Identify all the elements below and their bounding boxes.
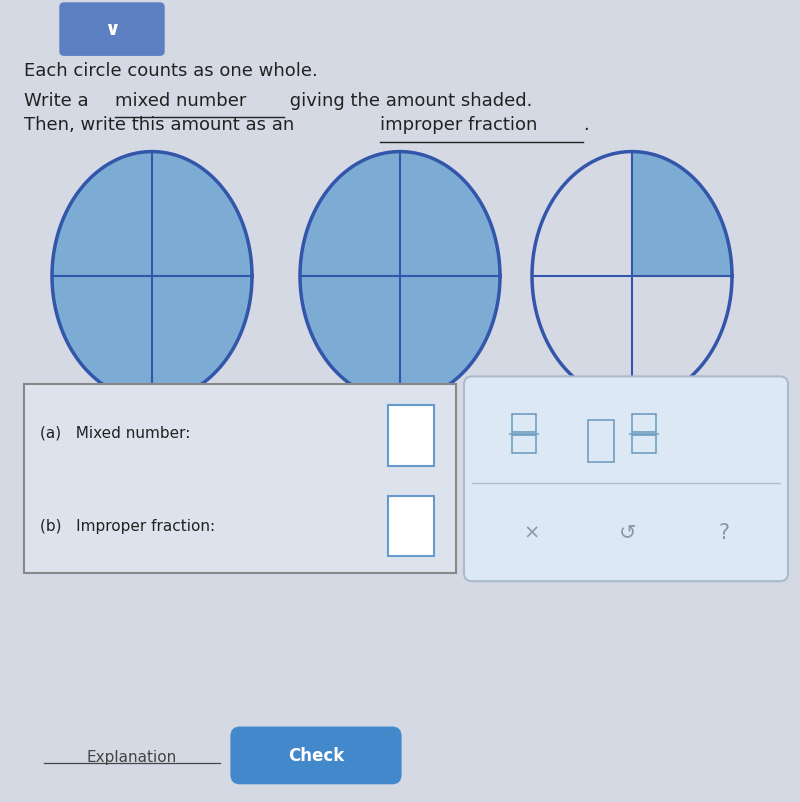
FancyBboxPatch shape <box>60 4 164 56</box>
Text: Write a: Write a <box>24 92 94 110</box>
Polygon shape <box>300 152 400 277</box>
Text: ×: × <box>524 522 540 541</box>
Polygon shape <box>152 152 252 277</box>
Polygon shape <box>52 277 152 401</box>
Text: improper fraction: improper fraction <box>380 116 538 134</box>
Text: Then, write this amount as an: Then, write this amount as an <box>24 116 300 134</box>
Text: (a)   Mixed number:: (a) Mixed number: <box>40 424 190 439</box>
Text: (b)   Improper fraction:: (b) Improper fraction: <box>40 519 215 534</box>
FancyBboxPatch shape <box>464 377 788 581</box>
FancyBboxPatch shape <box>388 496 434 557</box>
FancyBboxPatch shape <box>388 406 434 466</box>
Text: .: . <box>583 116 589 134</box>
Text: Explanation: Explanation <box>87 749 177 764</box>
FancyBboxPatch shape <box>230 727 402 784</box>
Polygon shape <box>300 277 400 401</box>
Text: ?: ? <box>718 522 730 542</box>
Polygon shape <box>400 152 500 277</box>
Text: Each circle counts as one whole.: Each circle counts as one whole. <box>24 63 318 80</box>
Text: giving the amount shaded.: giving the amount shaded. <box>284 92 533 110</box>
Text: Check: Check <box>288 747 344 764</box>
Polygon shape <box>152 277 252 401</box>
Polygon shape <box>400 277 500 401</box>
Text: ↺: ↺ <box>619 522 637 542</box>
Polygon shape <box>52 152 152 277</box>
Text: mixed number: mixed number <box>115 92 246 110</box>
Polygon shape <box>632 152 732 277</box>
Text: ∨: ∨ <box>104 20 120 39</box>
FancyBboxPatch shape <box>24 385 456 573</box>
